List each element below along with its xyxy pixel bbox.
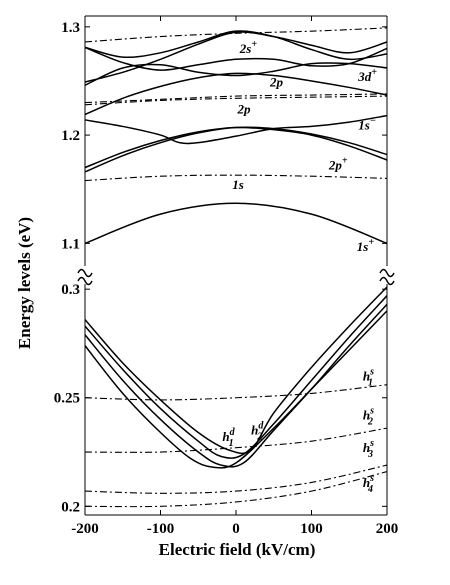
xtick-label-3: 100: [300, 521, 323, 537]
curve-label-2p: 2p: [237, 101, 252, 116]
curve-label-1s+: 1s+: [357, 237, 375, 254]
xtick-label-1: -100: [147, 521, 175, 537]
lower-series-1: [84, 303, 388, 468]
curve-label-h3s: hs 3: [363, 438, 374, 460]
plot-frame: [77, 15, 395, 516]
upper-series-7: [84, 72, 388, 116]
curve-label-h1d: hd 1: [222, 427, 235, 449]
curve-label-h4s: hs 4: [363, 473, 374, 495]
lower-series-5: [84, 427, 388, 453]
xtick-label-4: 200: [376, 521, 399, 537]
curve-label-2s+: 2s+: [239, 39, 258, 56]
lower-series-0: [84, 310, 388, 469]
lower-series-2: [84, 295, 388, 459]
curve-label-1s-: 1s−: [358, 116, 376, 133]
upper-series-12: [84, 27, 388, 43]
lower-ytick-label-0: 0.2: [61, 499, 80, 515]
upper-series-5: [84, 95, 388, 106]
lower-series-4: [84, 384, 388, 401]
xtick-label-2: 0: [232, 521, 240, 537]
upper-series-1: [84, 174, 388, 182]
upper-series-3: [84, 126, 388, 173]
curve-label-h2s: hs 2: [363, 405, 374, 427]
curve-label-h1s: hs 1: [363, 366, 374, 388]
curve-labels-layer: 2s+ 3d+ 2p− 2p 1s− 2p+ 1s 1s+ hd 1 hd 2 hs 1 hs 2 hs 3 hs 4: [222, 39, 377, 495]
y-axis-title: Energy levels (eV): [15, 217, 34, 349]
curve-label-2p-: 2p−: [269, 72, 289, 89]
axis-break-mark-right: [379, 276, 395, 286]
curve-label-1s: 1s: [232, 177, 244, 192]
axis-break-mark-right: [379, 268, 395, 278]
upper-series-10: [84, 31, 388, 83]
lower-ytick-label-2: 0.3: [61, 282, 80, 298]
upper-series-9: [84, 46, 388, 71]
upper-ytick-label-2: 1.3: [61, 20, 80, 36]
ticks-layer: 1.1 1.2 1.3 0.2 0.25 0.3 -200 -100 0 100 200: [54, 16, 399, 537]
lower-series-6: [84, 464, 388, 494]
axis-break-mark-left: [77, 268, 93, 278]
lower-ytick-label-1: 0.25: [54, 391, 80, 407]
lower-series-3: [84, 286, 388, 455]
x-axis-title: Electric field (kV/cm): [159, 540, 316, 559]
upper-ytick-label-0: 1.1: [61, 236, 80, 252]
curve-label-2p+: 2p+: [328, 156, 348, 173]
upper-ytick-label-1: 1.2: [61, 128, 80, 144]
upper-series-11: [84, 30, 388, 61]
xtick-label-0: -200: [71, 521, 99, 537]
series-layer: [84, 27, 388, 508]
upper-series-0: [84, 202, 388, 245]
curve-label-3d+: 3d+: [357, 67, 377, 84]
curve-label-h2d: hd 2: [251, 421, 264, 443]
upper-series-6: [84, 93, 388, 104]
upper-series-4: [84, 114, 388, 145]
lower-series-7: [84, 471, 388, 508]
axis-break-mark-left: [77, 276, 93, 286]
